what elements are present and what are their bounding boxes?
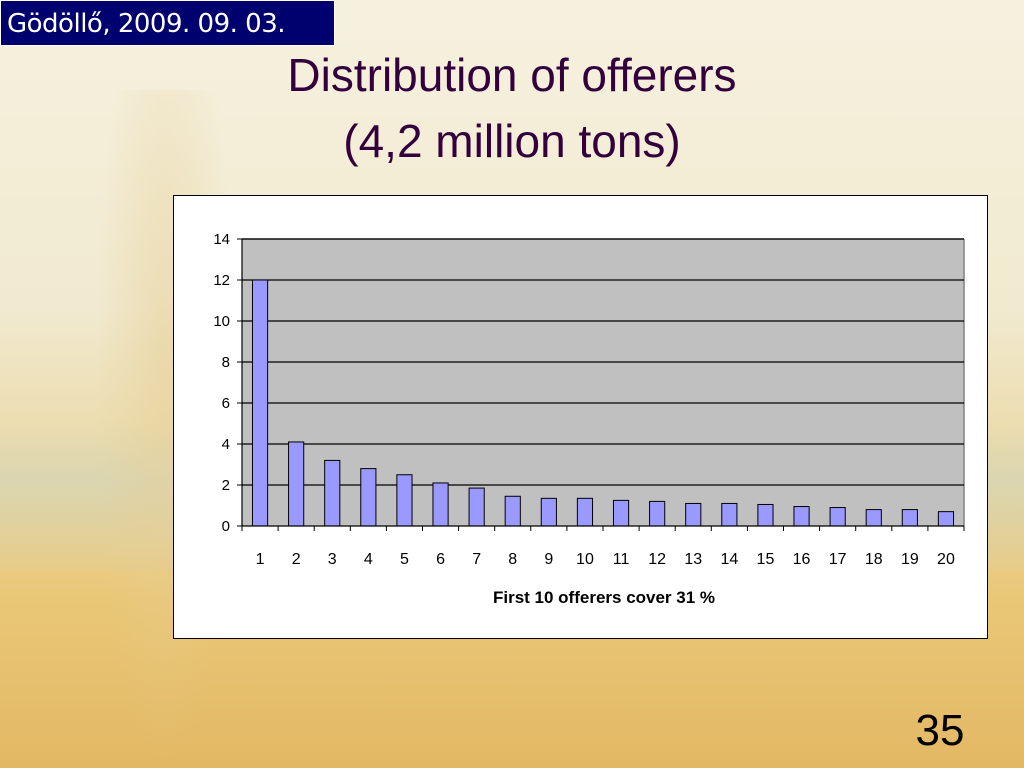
y-tick-label: 6	[222, 395, 230, 412]
bar-1	[251, 279, 269, 527]
x-tick-label: 8	[508, 551, 517, 568]
x-axis-title: First 10 offerers cover 31 %	[493, 588, 715, 607]
x-tick-label: 14	[720, 551, 738, 568]
x-tick-label: 10	[576, 551, 594, 568]
x-tick-label: 16	[793, 551, 811, 568]
title-line-2: (4,2 million tons)	[343, 115, 681, 167]
bar-3	[324, 459, 341, 527]
y-tick-label: 0	[222, 518, 230, 535]
y-tick-label: 10	[213, 313, 230, 330]
bar-2	[288, 441, 305, 527]
x-tick-label: 4	[364, 551, 373, 568]
x-tick-label: 17	[829, 551, 847, 568]
x-tick-label: 19	[901, 551, 919, 568]
x-tick-label: 11	[613, 551, 630, 568]
x-tick-label: 5	[400, 551, 409, 568]
bar-7	[468, 487, 485, 527]
bar-8	[504, 495, 521, 527]
bar-9	[540, 497, 557, 527]
bar-5	[396, 474, 413, 527]
bar-16	[793, 506, 810, 527]
x-tick-label: 1	[256, 551, 265, 568]
bar-17	[829, 507, 846, 527]
bar-19	[901, 509, 918, 527]
x-tick-label: 12	[648, 551, 666, 568]
bar-12	[649, 500, 666, 527]
bar-10	[576, 497, 594, 527]
x-tick-label: 7	[472, 551, 481, 568]
bar-18	[865, 509, 882, 527]
bar-4	[360, 468, 377, 527]
bar-6	[432, 482, 449, 527]
bar-15	[757, 503, 774, 527]
x-tick-label: 6	[436, 551, 445, 568]
chart-container: 0 2 4 6 8 10 12 14 1 2 3 4 5 6 7 8 9 10 11 12 13 14 15 16 17 18 19…	[173, 195, 988, 639]
y-tick-label: 14	[213, 231, 230, 248]
plot-area	[242, 239, 964, 526]
date-location-label: Gödöllő, 2009. 09. 03.	[0, 0, 335, 46]
slide-title: Distribution of offerers (4,2 million to…	[0, 42, 1024, 174]
x-tick-label: 9	[544, 551, 553, 568]
y-tick-label: 12	[213, 272, 230, 289]
bar-20	[937, 511, 955, 527]
bar-11	[612, 499, 630, 527]
x-tick-label: 3	[328, 551, 337, 568]
y-tick-label: 2	[222, 477, 230, 494]
bar-13	[685, 502, 702, 527]
x-tick-label: 13	[684, 551, 702, 568]
y-tick-label: 4	[222, 436, 230, 453]
bar-14	[721, 502, 738, 527]
title-line-1: Distribution of offerers	[287, 49, 737, 101]
x-tick-label: 18	[865, 551, 883, 568]
x-tick-label: 20	[937, 551, 955, 568]
x-tick-label: 2	[292, 551, 301, 568]
page-number: 35	[915, 706, 965, 755]
y-tick-label: 8	[222, 354, 230, 371]
x-tick-label: 15	[757, 551, 775, 568]
